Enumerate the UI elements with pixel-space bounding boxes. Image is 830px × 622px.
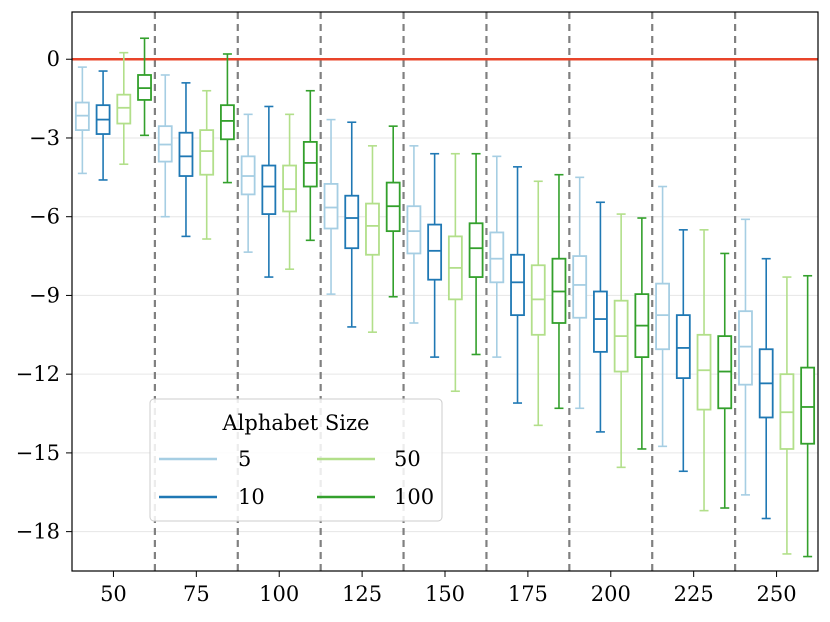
x-tick-label: 200 bbox=[591, 582, 631, 606]
box-100-150 bbox=[468, 152, 484, 356]
box-50-50 bbox=[116, 51, 132, 166]
box-iqr bbox=[572, 255, 588, 319]
box-5-250 bbox=[738, 218, 753, 496]
y-axis-ticks: 0 −3 −6 −9 −12 −15 −18 bbox=[16, 47, 72, 544]
box-10-150 bbox=[427, 152, 443, 358]
y-tick-label: −15 bbox=[16, 441, 60, 465]
box-iqr bbox=[738, 310, 753, 386]
box-10-50 bbox=[95, 70, 111, 181]
box-100-200 bbox=[634, 217, 650, 450]
box-5-200 bbox=[572, 176, 588, 410]
box-iqr bbox=[302, 141, 318, 188]
box-iqr bbox=[261, 164, 277, 215]
box-100-125 bbox=[385, 125, 401, 298]
box-10-175 bbox=[510, 166, 525, 404]
box-50-75 bbox=[199, 89, 215, 240]
box-5-150 bbox=[406, 145, 422, 324]
box-iqr bbox=[593, 290, 608, 353]
legend-label-5: 5 bbox=[238, 447, 251, 471]
box-series bbox=[74, 37, 816, 558]
box-50-225 bbox=[696, 229, 712, 512]
box-50-250 bbox=[779, 276, 795, 555]
x-tick-label: 50 bbox=[100, 582, 127, 606]
box-50-100 bbox=[282, 113, 297, 270]
y-tick-label: −12 bbox=[16, 362, 60, 386]
box-5-75 bbox=[157, 74, 173, 218]
series-5 bbox=[74, 66, 753, 496]
x-tick-label: 75 bbox=[183, 582, 210, 606]
series-100 bbox=[137, 37, 816, 558]
box-iqr bbox=[427, 223, 443, 281]
box-50-175 bbox=[530, 180, 546, 427]
box-5-100 bbox=[240, 113, 256, 253]
x-tick-label: 100 bbox=[259, 582, 299, 606]
box-5-50 bbox=[74, 66, 90, 175]
legend: Alphabet Size 5 10 50 100 bbox=[149, 398, 443, 522]
box-100-100 bbox=[302, 89, 318, 242]
box-iqr bbox=[675, 314, 691, 380]
group-separators bbox=[153, 12, 737, 571]
box-iqr bbox=[406, 205, 422, 255]
legend-label-100: 100 bbox=[394, 485, 434, 509]
box-iqr bbox=[800, 366, 816, 445]
box-10-225 bbox=[675, 229, 691, 473]
box-100-225 bbox=[717, 252, 733, 509]
box-iqr bbox=[510, 253, 525, 317]
x-tick-label: 250 bbox=[757, 582, 797, 606]
box-100-175 bbox=[551, 173, 567, 410]
box-iqr bbox=[489, 231, 505, 284]
y-tick-label: −3 bbox=[29, 126, 60, 150]
box-5-225 bbox=[655, 185, 670, 448]
box-10-250 bbox=[758, 257, 774, 520]
box-5-175 bbox=[489, 155, 505, 358]
box-iqr bbox=[199, 129, 215, 176]
box-50-200 bbox=[613, 213, 629, 469]
box-50-150 bbox=[447, 152, 463, 393]
legend-frame bbox=[149, 398, 443, 522]
legend-label-50: 50 bbox=[394, 447, 421, 471]
y-tick-label: −9 bbox=[29, 283, 60, 307]
x-tick-label: 125 bbox=[342, 582, 382, 606]
y-tick-label: 0 bbox=[47, 47, 60, 71]
box-iqr bbox=[116, 93, 132, 125]
x-axis-ticks: 50 75 100 125 150 175 200 225 250 bbox=[100, 571, 797, 606]
box-iqr bbox=[655, 282, 670, 351]
box-10-200 bbox=[593, 201, 608, 433]
box-50-125 bbox=[365, 145, 380, 333]
box-100-250 bbox=[800, 274, 816, 558]
x-tick-label: 150 bbox=[425, 582, 465, 606]
legend-label-10: 10 bbox=[238, 485, 265, 509]
box-5-125 bbox=[323, 118, 339, 295]
box-iqr bbox=[696, 333, 712, 411]
y-tick-label: −18 bbox=[16, 520, 60, 544]
x-tick-label: 175 bbox=[508, 582, 548, 606]
box-iqr bbox=[323, 182, 339, 230]
series-10 bbox=[95, 70, 774, 520]
box-100-75 bbox=[220, 53, 235, 184]
y-tick-label: −6 bbox=[29, 205, 60, 229]
legend-title: Alphabet Size bbox=[222, 411, 370, 435]
series-50 bbox=[116, 51, 795, 555]
box-10-125 bbox=[344, 121, 360, 328]
box-iqr bbox=[365, 202, 380, 256]
box-iqr bbox=[468, 222, 484, 278]
box-iqr bbox=[220, 104, 235, 141]
box-iqr bbox=[344, 194, 360, 250]
box-10-75 bbox=[178, 82, 194, 238]
box-iqr bbox=[178, 131, 194, 177]
x-tick-label: 225 bbox=[674, 582, 714, 606]
box-100-50 bbox=[137, 37, 152, 137]
box-10-100 bbox=[261, 105, 277, 278]
